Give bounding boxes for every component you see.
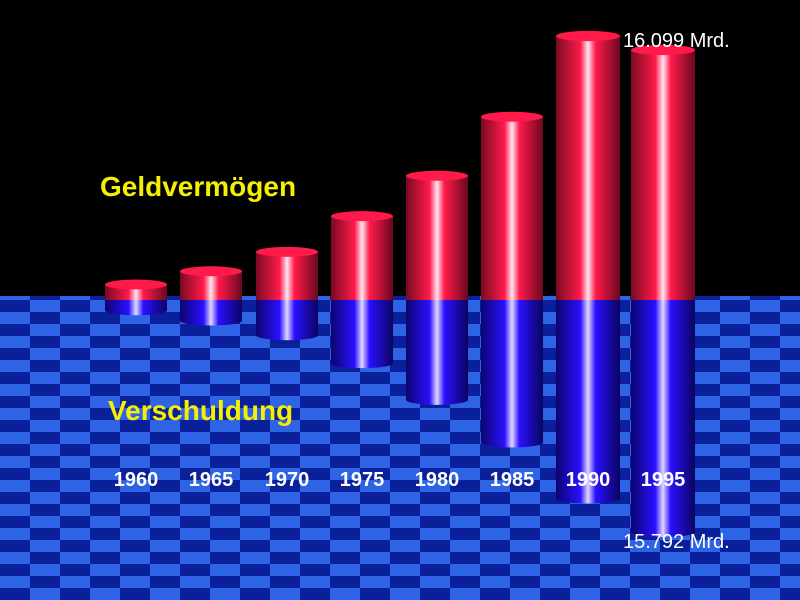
bar-geldvermoegen-1970 [256,246,318,300]
bar-geldvermoegen-1965 [180,266,242,300]
bar-verschuldung-1980 [406,300,468,405]
bar-geldvermoegen-body [631,50,695,300]
bar-verschuldung-1960 [105,300,167,316]
bar-geldvermoegen-body [556,36,620,300]
tick-label-1985: 1985 [490,469,535,491]
bar-verschuldung-body [256,300,318,336]
bar-geldvermoegen-1990 [556,30,620,300]
bar-verschuldung-bottom [331,358,393,369]
bar-verschuldung-1995 [631,300,695,538]
bar-geldvermoegen-top [180,266,242,277]
bar-verschuldung-bottom [180,315,242,326]
bar-verschuldung-body [180,300,242,321]
bar-verschuldung-1975 [331,300,393,369]
tick-label-1980: 1980 [415,469,460,491]
series-label-geldvermoegen: Geldvermögen [100,171,297,202]
bar-geldvermoegen-1975 [331,211,393,300]
tick-label-1960: 1960 [114,469,159,491]
bar-geldvermoegen-1980 [406,170,468,300]
tick-label-1995: 1995 [641,469,686,491]
bar-verschuldung-body [481,300,543,443]
bar-geldvermoegen-1995 [631,44,695,300]
bar-verschuldung-bottom [105,305,167,316]
bar-geldvermoegen-1985 [481,111,543,300]
bar-verschuldung-1990 [556,300,620,504]
bar-geldvermoegen-top [631,44,695,56]
annotation-top-value: 16.099 Mrd. [623,30,730,52]
bar-verschuldung-body [105,300,167,311]
series-label-verschuldung: Verschuldung [108,395,294,426]
bar-geldvermoegen-top [331,211,393,222]
bar-verschuldung-body [406,300,468,400]
bar-geldvermoegen-top [105,279,167,290]
bar-verschuldung-bottom [631,526,695,538]
bar-verschuldung-bottom [256,330,318,341]
bar-verschuldung-bottom [556,493,620,504]
bar-geldvermoegen-top [481,111,543,122]
bar-verschuldung-bottom [481,437,543,448]
tick-label-1990: 1990 [566,469,611,491]
bar-verschuldung-body [556,300,620,499]
bar-verschuldung-body [631,300,695,532]
bar-verschuldung-1965 [180,300,242,326]
bar-geldvermoegen-top [406,170,468,181]
bar-verschuldung-body [331,300,393,364]
bar-geldvermoegen-body [481,116,543,300]
tick-label-1970: 1970 [265,469,310,491]
bar-geldvermoegen-body [406,175,468,300]
annotation-bottom-value: 15.792 Mrd. [623,531,730,553]
bar-geldvermoegen-top [256,246,318,257]
tick-label-1965: 1965 [189,469,234,491]
bar-verschuldung-1970 [256,300,318,341]
bar-geldvermoegen-body [256,251,318,300]
bar-geldvermoegen-top [556,30,620,42]
tick-label-1975: 1975 [340,469,385,491]
bar-geldvermoegen-body [331,216,393,300]
bar-verschuldung-1985 [481,300,543,448]
bar-verschuldung-bottom [406,394,468,405]
bar-geldvermoegen-1960 [105,279,167,300]
